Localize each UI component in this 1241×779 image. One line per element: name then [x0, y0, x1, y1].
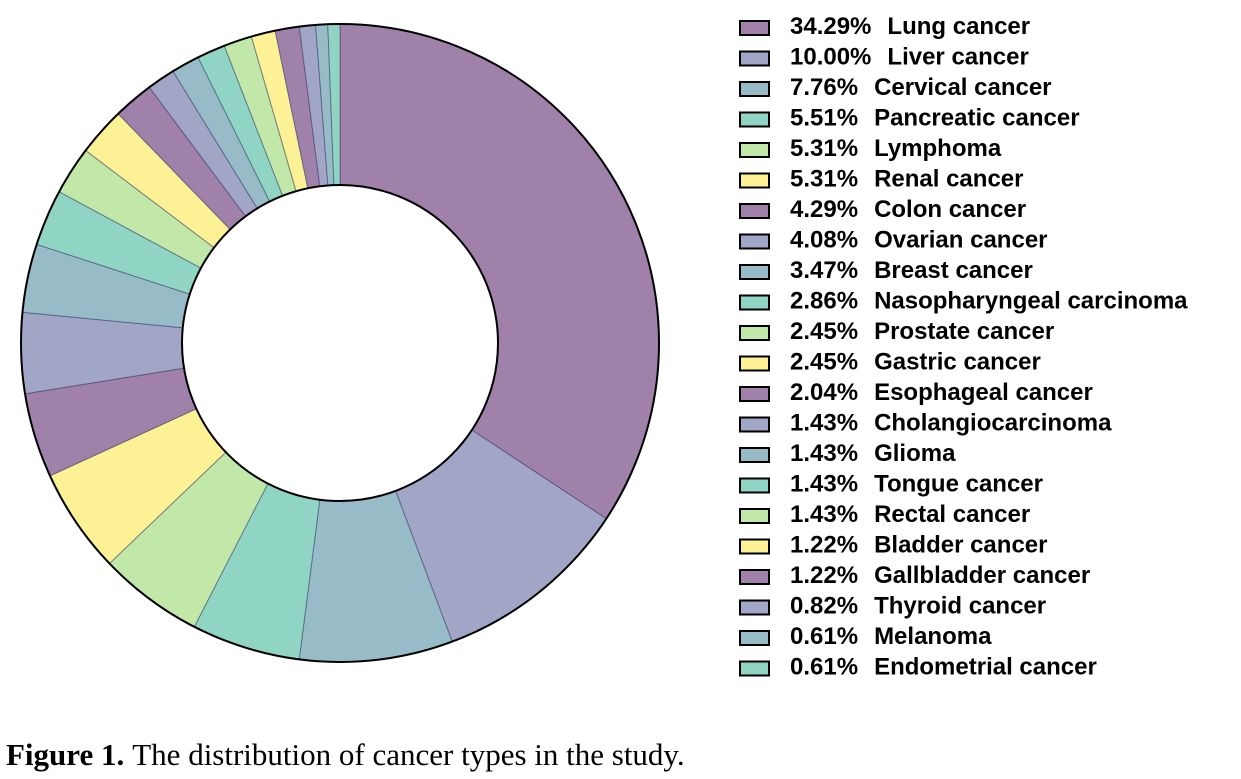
legend-entry: 0.82% Thyroid cancer [790, 593, 1046, 620]
legend-entry: 0.61% Endometrial cancer [790, 654, 1097, 681]
legend-label: Glioma [874, 440, 956, 467]
legend-value: 2.45% [790, 318, 858, 345]
legend-entry: 5.31% Lymphoma [790, 135, 1002, 162]
legend-entry: 1.22% Gallbladder cancer [790, 562, 1090, 589]
legend-entry: 5.51% Pancreatic cancer [790, 105, 1080, 132]
legend-value: 34.29% [790, 13, 871, 40]
legend-swatch [739, 50, 770, 67]
legend-label: Pancreatic cancer [874, 105, 1079, 132]
legend-entry: 10.00% Liver cancer [790, 44, 1029, 71]
inner-outline [181, 184, 499, 502]
legend-entry: 2.45% Gastric cancer [790, 349, 1041, 376]
legend-swatch [739, 111, 770, 128]
legend-entry: 34.29% Lung cancer [790, 13, 1030, 40]
legend-entry: 4.08% Ovarian cancer [790, 227, 1048, 254]
legend-entry: 2.04% Esophageal cancer [790, 379, 1093, 406]
legend-swatch [739, 660, 770, 677]
legend-entry: 1.43% Glioma [790, 440, 956, 467]
legend-entry: 1.22% Bladder cancer [790, 532, 1047, 559]
legend-entry: 2.86% Nasopharyngeal carcinoma [790, 288, 1188, 315]
legend-label: Ovarian cancer [874, 227, 1047, 254]
legend-entry: 1.43% Rectal cancer [790, 501, 1030, 528]
legend-swatch [739, 508, 770, 524]
legend-swatch [739, 477, 770, 494]
legend-label: Rectal cancer [874, 501, 1030, 528]
legend-swatch [739, 569, 770, 585]
legend-label: Renal cancer [874, 166, 1023, 193]
legend-value: 1.43% [790, 471, 858, 498]
legend-swatch [739, 233, 770, 250]
legend-value: 3.47% [790, 257, 858, 284]
legend-value: 4.29% [790, 196, 858, 223]
legend-entry: 7.76% Cervical cancer [790, 74, 1052, 101]
legend-value: 1.43% [790, 440, 858, 467]
legend-label: Tongue cancer [874, 471, 1043, 498]
legend-swatch [739, 325, 770, 341]
legend-value: 7.76% [790, 74, 858, 101]
legend-label: Cervical cancer [874, 74, 1051, 101]
legend-label: Thyroid cancer [874, 593, 1046, 620]
legend-swatch [739, 142, 770, 158]
legend-value: 1.43% [790, 410, 858, 437]
legend-swatch [739, 20, 770, 36]
legend-label: Prostate cancer [874, 318, 1054, 345]
caption-text: The distribution of cancer types in the … [132, 737, 684, 772]
legend-label: Breast cancer [874, 257, 1033, 284]
legend-label: Endometrial cancer [874, 654, 1097, 681]
legend-value: 4.08% [790, 227, 858, 254]
legend-entry: 2.45% Prostate cancer [790, 318, 1054, 345]
legend-value: 2.86% [790, 288, 858, 315]
legend-value: 2.04% [790, 379, 858, 406]
legend-swatch [739, 264, 770, 280]
legend-swatch [739, 294, 770, 311]
legend-entry: 4.29% Colon cancer [790, 196, 1026, 223]
legend-swatch [739, 630, 770, 646]
outer-outline [20, 23, 660, 663]
legend-label: Melanoma [874, 623, 992, 650]
legend-label: Colon cancer [874, 196, 1026, 223]
legend-swatch [739, 538, 770, 555]
legend-label: Nasopharyngeal carcinoma [874, 288, 1188, 315]
legend-entry: 1.43% Tongue cancer [790, 471, 1043, 498]
legend-label: Bladder cancer [874, 532, 1047, 559]
legend-swatch [739, 599, 770, 616]
legend-label: Cholangiocarcinoma [874, 410, 1112, 437]
legend-value: 0.82% [790, 593, 858, 620]
legend-value: 5.31% [790, 166, 858, 193]
legend-entry: 1.43% Cholangiocarcinoma [790, 410, 1112, 437]
legend-label: Esophageal cancer [874, 379, 1093, 406]
legend-label: Liver cancer [887, 44, 1028, 71]
legend-value: 0.61% [790, 623, 858, 650]
legend-label: Gastric cancer [874, 349, 1041, 376]
legend-label: Gallbladder cancer [874, 562, 1090, 589]
legend-swatch [739, 172, 770, 189]
caption: Figure 1. The distribution of cancer type… [6, 737, 685, 772]
legend-swatch [739, 203, 770, 219]
legend-value: 10.00% [790, 44, 871, 71]
legend-value: 5.31% [790, 135, 858, 162]
legend-entry: 0.61% Melanoma [790, 623, 992, 650]
legend-swatch [739, 355, 770, 372]
legend-value: 1.22% [790, 532, 858, 559]
legend-entry: 5.31% Renal cancer [790, 166, 1023, 193]
legend-value: 1.43% [790, 501, 858, 528]
legend-value: 0.61% [790, 654, 858, 681]
legend-swatch [739, 416, 770, 433]
legend-value: 5.51% [790, 105, 858, 132]
legend-value: 1.22% [790, 562, 858, 589]
legend-swatch [739, 386, 770, 402]
legend-label: Lung cancer [887, 13, 1030, 40]
legend-entry: 3.47% Breast cancer [790, 257, 1033, 284]
legend-swatch [739, 81, 770, 97]
legend-label: Lymphoma [874, 135, 1002, 162]
legend-value: 2.45% [790, 349, 858, 376]
caption-label: Figure 1. [6, 737, 124, 772]
legend-swatch [739, 447, 770, 463]
